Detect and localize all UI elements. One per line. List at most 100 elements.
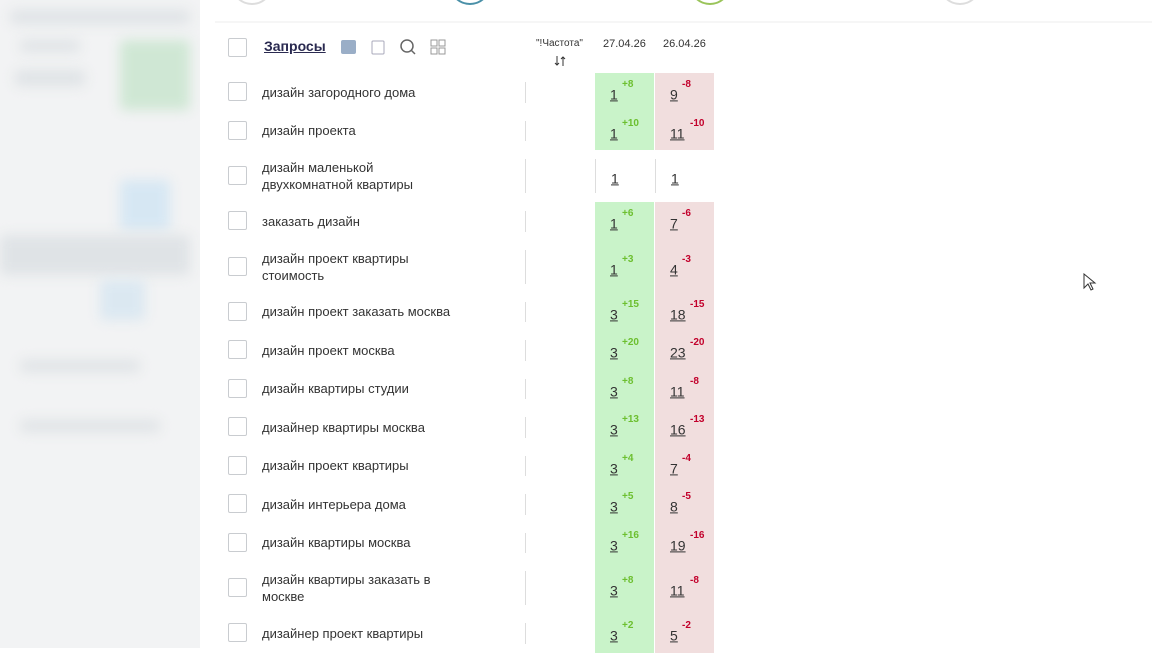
table-row: дизайн квартиры заказать в москве 3 +8 11 -8: [215, 562, 714, 614]
position-link[interactable]: 1: [611, 170, 619, 187]
query-text: дизайн проект москва: [262, 342, 512, 359]
query-line: заказать дизайн: [262, 213, 360, 229]
position-link[interactable]: 7: [670, 460, 678, 477]
column-separator: [525, 340, 526, 361]
row-checkbox[interactable]: [228, 301, 247, 321]
position-cell: 3 +8: [595, 562, 654, 614]
row-checkbox[interactable]: [228, 166, 247, 185]
position-link[interactable]: 1: [610, 125, 618, 142]
position-delta: +8: [622, 79, 634, 91]
table-row: дизайн проекта 1 +10 11 -10: [215, 111, 714, 150]
position-delta: +15: [622, 298, 639, 310]
position-link[interactable]: 3: [610, 498, 618, 515]
position-delta: -16: [690, 529, 705, 541]
query-line: дизайн проект москва: [262, 342, 395, 358]
position-link[interactable]: 1: [671, 170, 679, 187]
row-checkbox[interactable]: [228, 340, 247, 360]
position-delta: -13: [690, 414, 705, 426]
position-link[interactable]: 23: [670, 344, 686, 361]
column-separator: [525, 571, 526, 605]
column-separator: [525, 301, 526, 322]
row-checkbox[interactable]: [228, 82, 247, 102]
query-text: дизайн интерьера дома: [262, 496, 512, 513]
query-line: дизайн интерьера дома: [262, 496, 406, 512]
select-all-checkbox[interactable]: [228, 38, 247, 57]
position-cell: 1: [655, 159, 715, 193]
position-link[interactable]: 19: [670, 537, 686, 554]
position-cell: 1 +10: [595, 111, 654, 150]
row-checkbox[interactable]: [228, 532, 247, 552]
position-delta: +2: [622, 620, 634, 632]
row-checkbox[interactable]: [228, 120, 247, 140]
position-cell: 5 -2: [655, 614, 714, 653]
position-delta: -8: [682, 79, 691, 91]
query-line: дизайн проект квартиры: [262, 250, 409, 266]
table-row: дизайн квартиры москва 3 +16 19 -16: [215, 523, 714, 562]
query-text: дизайн загородного дома: [262, 84, 512, 101]
position-cell: 3 +16: [595, 523, 654, 562]
row-checkbox[interactable]: [228, 378, 247, 398]
position-link[interactable]: 8: [670, 498, 678, 515]
query-text: дизайн маленькой двухкомнатной квартиры: [262, 159, 512, 193]
position-cell: 1 +8: [595, 73, 654, 112]
position-link[interactable]: 3: [610, 537, 618, 554]
position-link[interactable]: 3: [610, 582, 618, 599]
sidebar-blurred: [0, 0, 200, 648]
position-delta: +6: [622, 208, 634, 220]
position-link[interactable]: 11: [670, 582, 685, 599]
query-text: дизайн проект квартиры стоимость: [262, 250, 512, 284]
position-link[interactable]: 1: [610, 215, 618, 232]
column-separator: [525, 378, 526, 399]
position-link[interactable]: 9: [670, 86, 678, 103]
row-checkbox[interactable]: [228, 455, 247, 475]
query-line: дизайн квартиры студии: [262, 381, 409, 397]
query-line: москве: [262, 589, 305, 604]
row-checkbox[interactable]: [228, 417, 247, 437]
row-checkbox[interactable]: [228, 256, 247, 276]
position-cell: 19 -16: [655, 523, 714, 562]
position-delta: +13: [622, 414, 639, 426]
position-delta: -8: [690, 375, 699, 387]
position-link[interactable]: 16: [670, 421, 686, 438]
position-cell: 11 -10: [655, 111, 714, 150]
position-link[interactable]: 1: [610, 86, 618, 103]
query-line: дизайнер квартиры москва: [262, 419, 425, 435]
position-link[interactable]: 3: [610, 627, 618, 644]
query-text: дизайн проект заказать москва: [262, 303, 512, 320]
position-cell: 3 +13: [595, 408, 654, 447]
sort-icon[interactable]: [554, 55, 566, 67]
query-line: дизайн проекта: [262, 123, 356, 139]
mouse-cursor: [1083, 273, 1097, 291]
column-separator: [525, 455, 526, 476]
table-row: заказать дизайн 1 +6 7 -6: [215, 202, 714, 241]
position-link[interactable]: 11: [670, 383, 685, 400]
position-cell: 3 +4: [595, 446, 654, 485]
column-separator: [525, 211, 526, 232]
row-checkbox[interactable]: [228, 578, 247, 597]
position-delta: +4: [622, 452, 634, 464]
row-checkbox[interactable]: [228, 211, 247, 231]
position-link[interactable]: 1: [610, 260, 618, 277]
frequency-header[interactable]: "!Частота": [536, 38, 583, 49]
position-link[interactable]: 7: [670, 215, 678, 232]
position-link[interactable]: 4: [670, 260, 678, 277]
position-link[interactable]: 3: [610, 344, 618, 361]
table-row: дизайнер проект квартиры 3 +2 5 -2: [215, 614, 714, 653]
header-icons[interactable]: [338, 38, 448, 58]
query-line: дизайн проект заказать москва: [262, 304, 451, 320]
position-cell: 18 -15: [655, 292, 714, 331]
position-cell: 3 +8: [595, 369, 654, 408]
queries-header[interactable]: Запросы: [264, 38, 326, 54]
position-cell: 1 +3: [595, 240, 654, 293]
position-link[interactable]: 18: [670, 306, 686, 323]
position-link[interactable]: 11: [670, 125, 685, 142]
row-checkbox[interactable]: [228, 623, 247, 643]
position-cell: 16 -13: [655, 408, 714, 447]
position-link[interactable]: 3: [610, 306, 618, 323]
position-link[interactable]: 3: [610, 460, 618, 477]
position-link[interactable]: 3: [610, 383, 618, 400]
row-checkbox[interactable]: [228, 494, 247, 514]
position-link[interactable]: 3: [610, 421, 618, 438]
position-link[interactable]: 5: [670, 627, 678, 644]
